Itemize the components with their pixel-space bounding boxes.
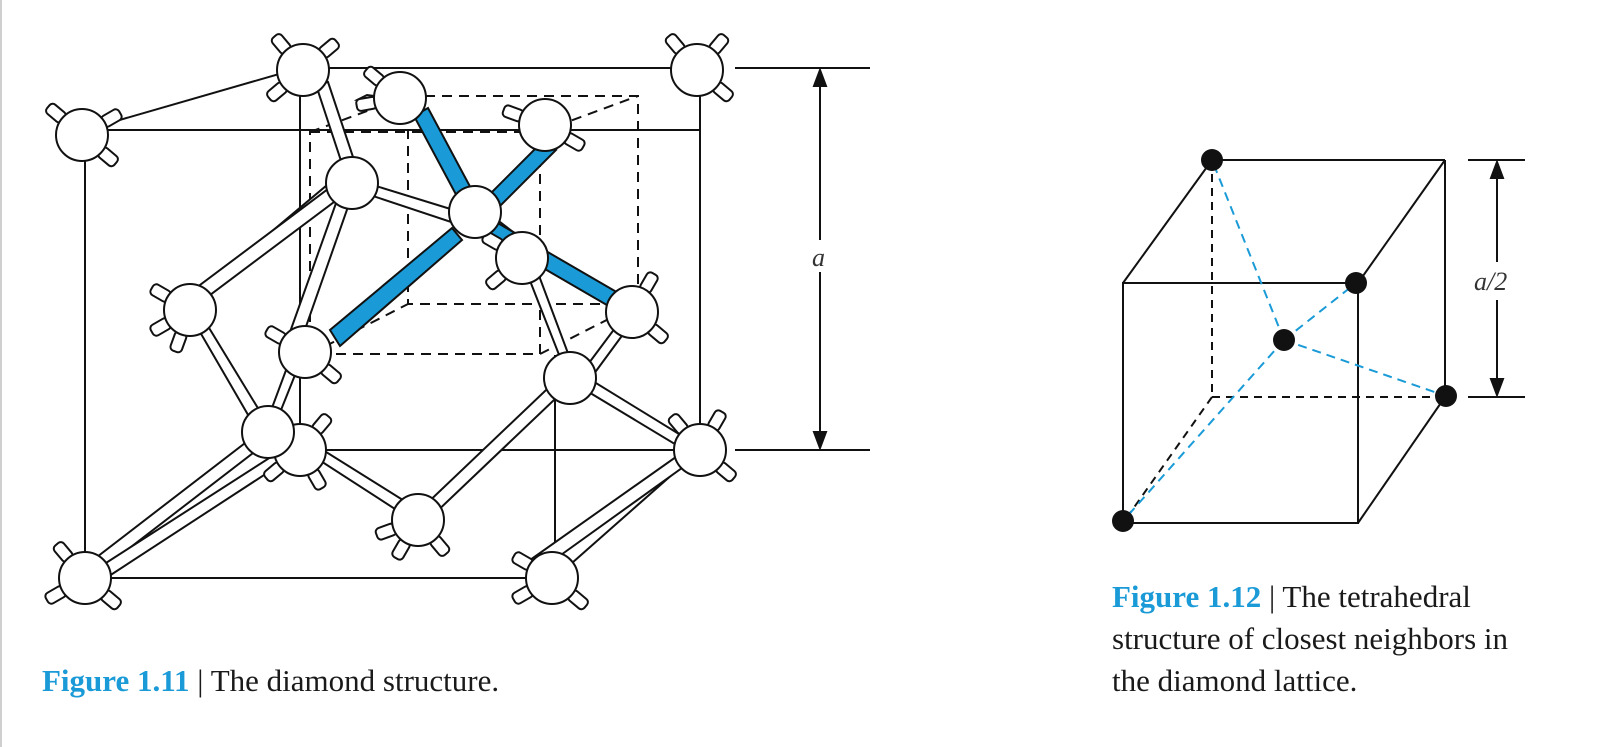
figure-number: Figure 1.12 — [1112, 579, 1262, 614]
atom — [1112, 510, 1134, 532]
atom — [663, 31, 736, 104]
atom — [666, 407, 739, 484]
atom — [500, 98, 588, 154]
caption-separator: | — [197, 663, 204, 698]
tetrahedral-diagram: a/2 — [1112, 149, 1525, 532]
atom — [147, 281, 217, 355]
atom — [543, 351, 597, 405]
atom — [509, 549, 591, 612]
hidden-edges — [1122, 160, 1445, 524]
atom — [241, 405, 295, 459]
page-edge — [0, 0, 2, 747]
atom — [1435, 385, 1457, 407]
atom — [264, 31, 342, 104]
atom — [42, 539, 124, 612]
caption-text: The tetrahedral structure of closest nei… — [1112, 579, 1509, 698]
caption-separator: | — [1269, 579, 1276, 614]
atom — [325, 156, 379, 210]
dimension-label-a-half: a/2 — [1474, 267, 1507, 296]
atom — [262, 323, 344, 386]
dimension-a-half — [1468, 159, 1525, 398]
neighbor-bonds — [1122, 159, 1447, 522]
atom — [605, 269, 671, 346]
figure-caption-1-12: Figure 1.12 | The tetrahedral structure … — [1112, 576, 1552, 702]
atom — [479, 229, 549, 292]
diamond-structure-diagram: a — [42, 31, 870, 612]
atoms — [42, 31, 739, 612]
atom — [373, 493, 452, 563]
atom — [448, 185, 502, 239]
white-bonds — [78, 80, 707, 582]
half-cube-edges — [1122, 159, 1446, 524]
atom — [1345, 272, 1367, 294]
atom — [1201, 149, 1223, 171]
atom — [354, 64, 427, 125]
atom — [43, 101, 125, 169]
figure-number: Figure 1.11 — [42, 663, 190, 698]
dimension-a — [735, 67, 870, 451]
dimension-label-a: a — [812, 243, 825, 272]
caption-text: The diamond structure. — [210, 663, 500, 698]
figure-caption-1-11: Figure 1.11 | The diamond structure. — [42, 660, 499, 702]
atom — [1273, 329, 1295, 351]
lattice-atoms — [1112, 149, 1457, 532]
